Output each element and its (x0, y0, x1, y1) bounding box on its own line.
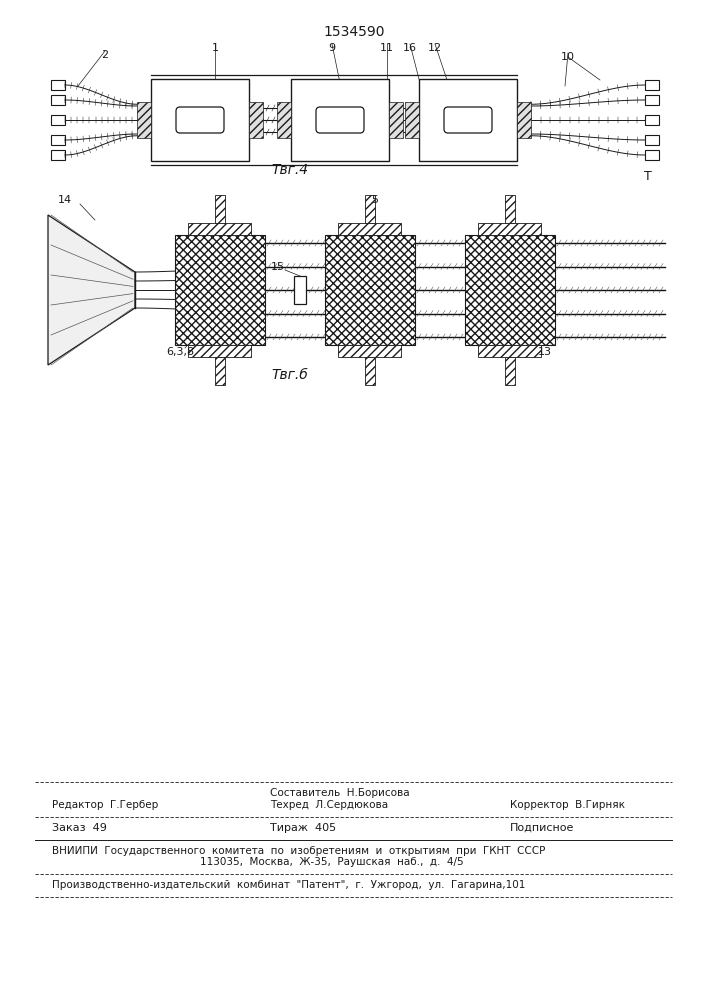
FancyBboxPatch shape (444, 107, 492, 133)
Text: 15: 15 (271, 262, 285, 272)
Bar (479, 223, 542, 235)
Text: Корректор  В.Гирняк: Корректор В.Гирняк (510, 800, 625, 810)
Text: Подписное: Подписное (510, 823, 574, 833)
Text: Производственно-издательский  комбинат  "Патент",  г.  Ужгород,  ул.  Гагарина,1: Производственно-издательский комбинат "П… (52, 880, 525, 890)
Bar (277, 102, 291, 138)
Bar (339, 345, 402, 357)
Text: 6,3,8: 6,3,8 (166, 347, 194, 357)
Text: Тираж  405: Тираж 405 (270, 823, 336, 833)
Bar (189, 345, 252, 357)
Text: T: T (644, 170, 652, 184)
Bar (405, 102, 419, 138)
Text: 1: 1 (211, 43, 218, 53)
Bar (151, 79, 249, 161)
Text: ВНИИПИ  Государственного  комитета  по  изобретениям  и  открытиям  при  ГКНТ  С: ВНИИПИ Государственного комитета по изоб… (52, 846, 545, 856)
Bar (51, 95, 65, 105)
Text: 12: 12 (428, 43, 442, 53)
Bar (215, 195, 225, 223)
Text: 14: 14 (58, 195, 72, 205)
Bar (51, 80, 65, 90)
Bar (291, 79, 389, 161)
FancyBboxPatch shape (176, 107, 224, 133)
Bar (645, 115, 659, 125)
Bar (465, 235, 555, 345)
Bar (215, 357, 225, 385)
Bar (505, 195, 515, 223)
Text: 2: 2 (101, 50, 109, 60)
Text: 13: 13 (538, 347, 552, 357)
Text: Заказ  49: Заказ 49 (52, 823, 107, 833)
Bar (51, 115, 65, 125)
Text: 10: 10 (561, 52, 575, 62)
Text: 11: 11 (380, 43, 394, 53)
Bar (645, 95, 659, 105)
Polygon shape (48, 215, 135, 365)
Bar (249, 102, 263, 138)
Bar (389, 102, 403, 138)
Bar (339, 223, 402, 235)
Bar (517, 102, 531, 138)
Text: 5: 5 (371, 195, 378, 205)
Bar (365, 357, 375, 385)
Bar (645, 135, 659, 145)
Text: Составитель  Н.Борисова: Составитель Н.Борисова (270, 788, 409, 798)
Bar (645, 150, 659, 160)
Text: Техред  Л.Сердюкова: Техред Л.Сердюкова (270, 800, 388, 810)
Text: Τвг.4: Τвг.4 (271, 163, 308, 177)
Text: 16: 16 (403, 43, 417, 53)
Bar (505, 357, 515, 385)
Bar (365, 195, 375, 223)
Bar (325, 235, 415, 345)
Bar (137, 102, 151, 138)
Text: 1534590: 1534590 (323, 25, 385, 39)
Bar (294, 276, 306, 304)
Text: 113035,  Москва,  Ж-35,  Раушская  наб.,  д.  4/5: 113035, Москва, Ж-35, Раушская наб., д. … (200, 857, 464, 867)
FancyBboxPatch shape (316, 107, 364, 133)
Bar (479, 345, 542, 357)
Bar (645, 80, 659, 90)
Bar (175, 235, 265, 345)
Text: Τвг.б: Τвг.б (271, 368, 308, 382)
Bar (51, 135, 65, 145)
Bar (189, 223, 252, 235)
Text: 9: 9 (329, 43, 336, 53)
Bar (51, 150, 65, 160)
Bar (419, 79, 517, 161)
Text: Редактор  Г.Гербер: Редактор Г.Гербер (52, 800, 158, 810)
